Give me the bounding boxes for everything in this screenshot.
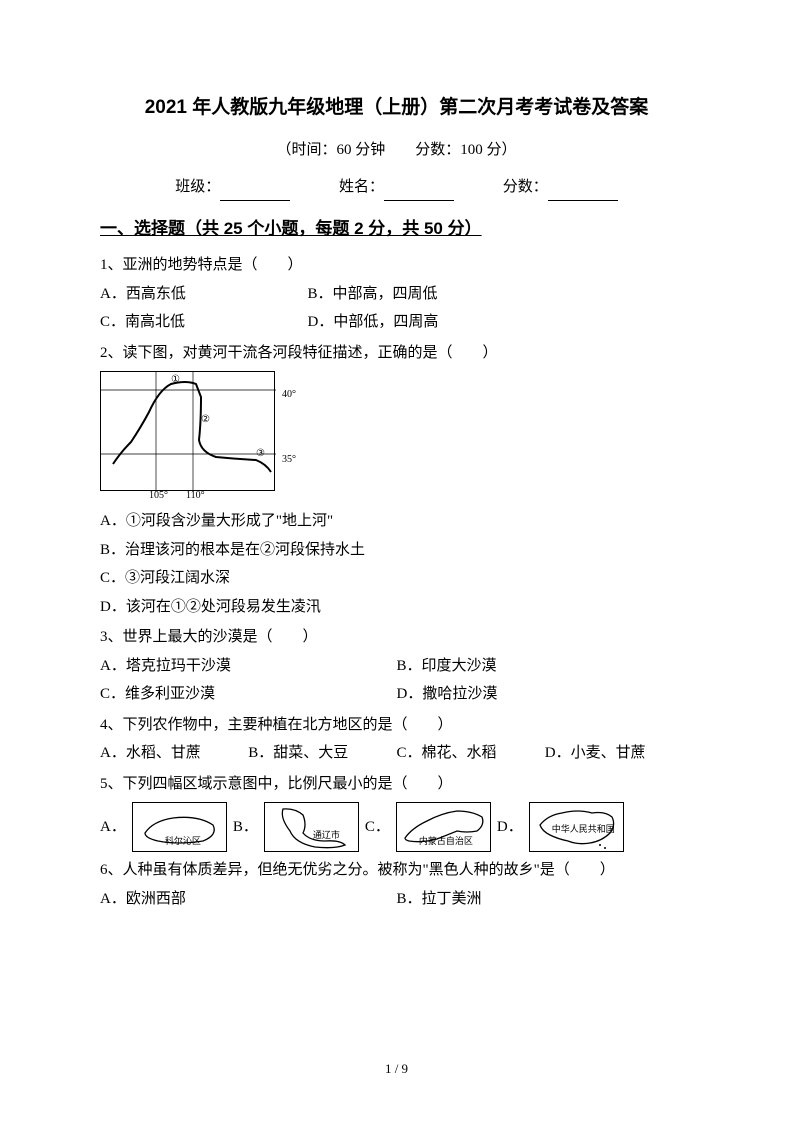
q3-option-b: B．印度大沙漠 (397, 652, 694, 681)
q5-map-b: 通辽市 (264, 802, 359, 852)
q5-map-c-label: 内蒙古自治区 (419, 833, 473, 850)
page-footer: 1 / 9 (0, 1057, 793, 1082)
svg-text:②: ② (201, 414, 210, 425)
q1-option-a: A．西高东低 (100, 280, 308, 309)
q2-stem: 2、读下图，对黄河干流各河段特征描述，正确的是（ ） (100, 339, 693, 368)
question-4: 4、下列农作物中，主要种植在北方地区的是（ ） A．水稻、甘蔗 B．甜菜、大豆 … (100, 711, 693, 768)
q6-option-a: A．欧洲西部 (100, 885, 397, 914)
student-info-row: 班级： 姓名： 分数： (100, 173, 693, 202)
q1-stem: 1、亚洲的地势特点是（ ） (100, 251, 693, 280)
q5-map-d-label: 中华人民共和国 (552, 821, 615, 838)
question-5: 5、下列四幅区域示意图中，比例尺最小的是（ ） A． 科尔沁区 B． 通辽市 C… (100, 770, 693, 853)
q3-option-d: D．撒哈拉沙漠 (397, 680, 694, 709)
q5-label-d: D． (497, 813, 523, 842)
exam-info: （时间：60 分钟 分数：100 分） (100, 136, 693, 165)
q2-map-lat40: 40° (282, 385, 296, 404)
q5-label-b: B． (233, 813, 258, 842)
q5-label-c: C． (365, 813, 390, 842)
score-blank[interactable] (548, 183, 618, 201)
q3-stem: 3、世界上最大的沙漠是（ ） (100, 623, 693, 652)
q6-stem: 6、人种虽有体质差异，但绝无优劣之分。被称为"黑色人种的故乡"是（ ） (100, 856, 693, 885)
q5-map-a: 科尔沁区 (132, 802, 227, 852)
q5-map-a-label: 科尔沁区 (165, 833, 201, 850)
q2-option-a: A．①河段含沙量大形成了"地上河" (100, 507, 693, 536)
q4-option-a: A．水稻、甘蔗 (100, 739, 248, 768)
q5-label-a: A． (100, 813, 126, 842)
q1-option-b: B．中部高，四周低 (308, 280, 693, 309)
question-6: 6、人种虽有体质差异，但绝无优劣之分。被称为"黑色人种的故乡"是（ ） A．欧洲… (100, 856, 693, 913)
q4-option-c: C．棉花、水稻 (397, 739, 545, 768)
q2-map-lat35: 35° (282, 450, 296, 469)
q5-map-d: 中华人民共和国 (529, 802, 624, 852)
question-3: 3、世界上最大的沙漠是（ ） A．塔克拉玛干沙漠 B．印度大沙漠 C．维多利亚沙… (100, 623, 693, 709)
exam-title: 2021 年人教版九年级地理（上册）第二次月考考试卷及答案 (100, 90, 693, 126)
q3-option-a: A．塔克拉玛干沙漠 (100, 652, 397, 681)
q1-option-c: C．南高北低 (100, 308, 308, 337)
question-1: 1、亚洲的地势特点是（ ） A．西高东低 B．中部高，四周低 C．南高北低 D．… (100, 251, 693, 337)
q4-option-b: B．甜菜、大豆 (248, 739, 396, 768)
name-blank[interactable] (384, 183, 454, 201)
q5-map-b-label: 通辽市 (313, 827, 340, 844)
section-1-header: 一、选择题（共 25 个小题，每题 2 分，共 50 分） (100, 213, 693, 245)
question-2: 2、读下图，对黄河干流各河段特征描述，正确的是（ ） ① ② ③ 40° 35°… (100, 339, 693, 622)
score-label: 分数： (503, 179, 548, 195)
q2-option-c: C．③河段江阔水深 (100, 564, 693, 593)
q5-map-c: 内蒙古自治区 (396, 802, 491, 852)
svg-text:①: ① (171, 374, 180, 385)
class-blank[interactable] (220, 183, 290, 201)
svg-text:③: ③ (256, 448, 265, 459)
q2-map: ① ② ③ 40° 35° 105° 110° (100, 371, 275, 491)
q2-map-lon105: 105° (149, 486, 168, 505)
name-label: 姓名： (339, 179, 384, 195)
q4-option-d: D．小麦、甘蔗 (545, 739, 693, 768)
q2-option-d: D．该河在①②处河段易发生凌汛 (100, 593, 693, 622)
class-label: 班级： (175, 179, 220, 195)
q2-option-b: B．治理该河的根本是在②河段保持水土 (100, 536, 693, 565)
q3-option-c: C．维多利亚沙漠 (100, 680, 397, 709)
q2-map-lon110: 110° (186, 486, 205, 505)
q4-stem: 4、下列农作物中，主要种植在北方地区的是（ ） (100, 711, 693, 740)
q1-option-d: D．中部低，四周高 (308, 308, 693, 337)
q6-option-b: B．拉丁美洲 (397, 885, 694, 914)
q5-stem: 5、下列四幅区域示意图中，比例尺最小的是（ ） (100, 770, 693, 799)
